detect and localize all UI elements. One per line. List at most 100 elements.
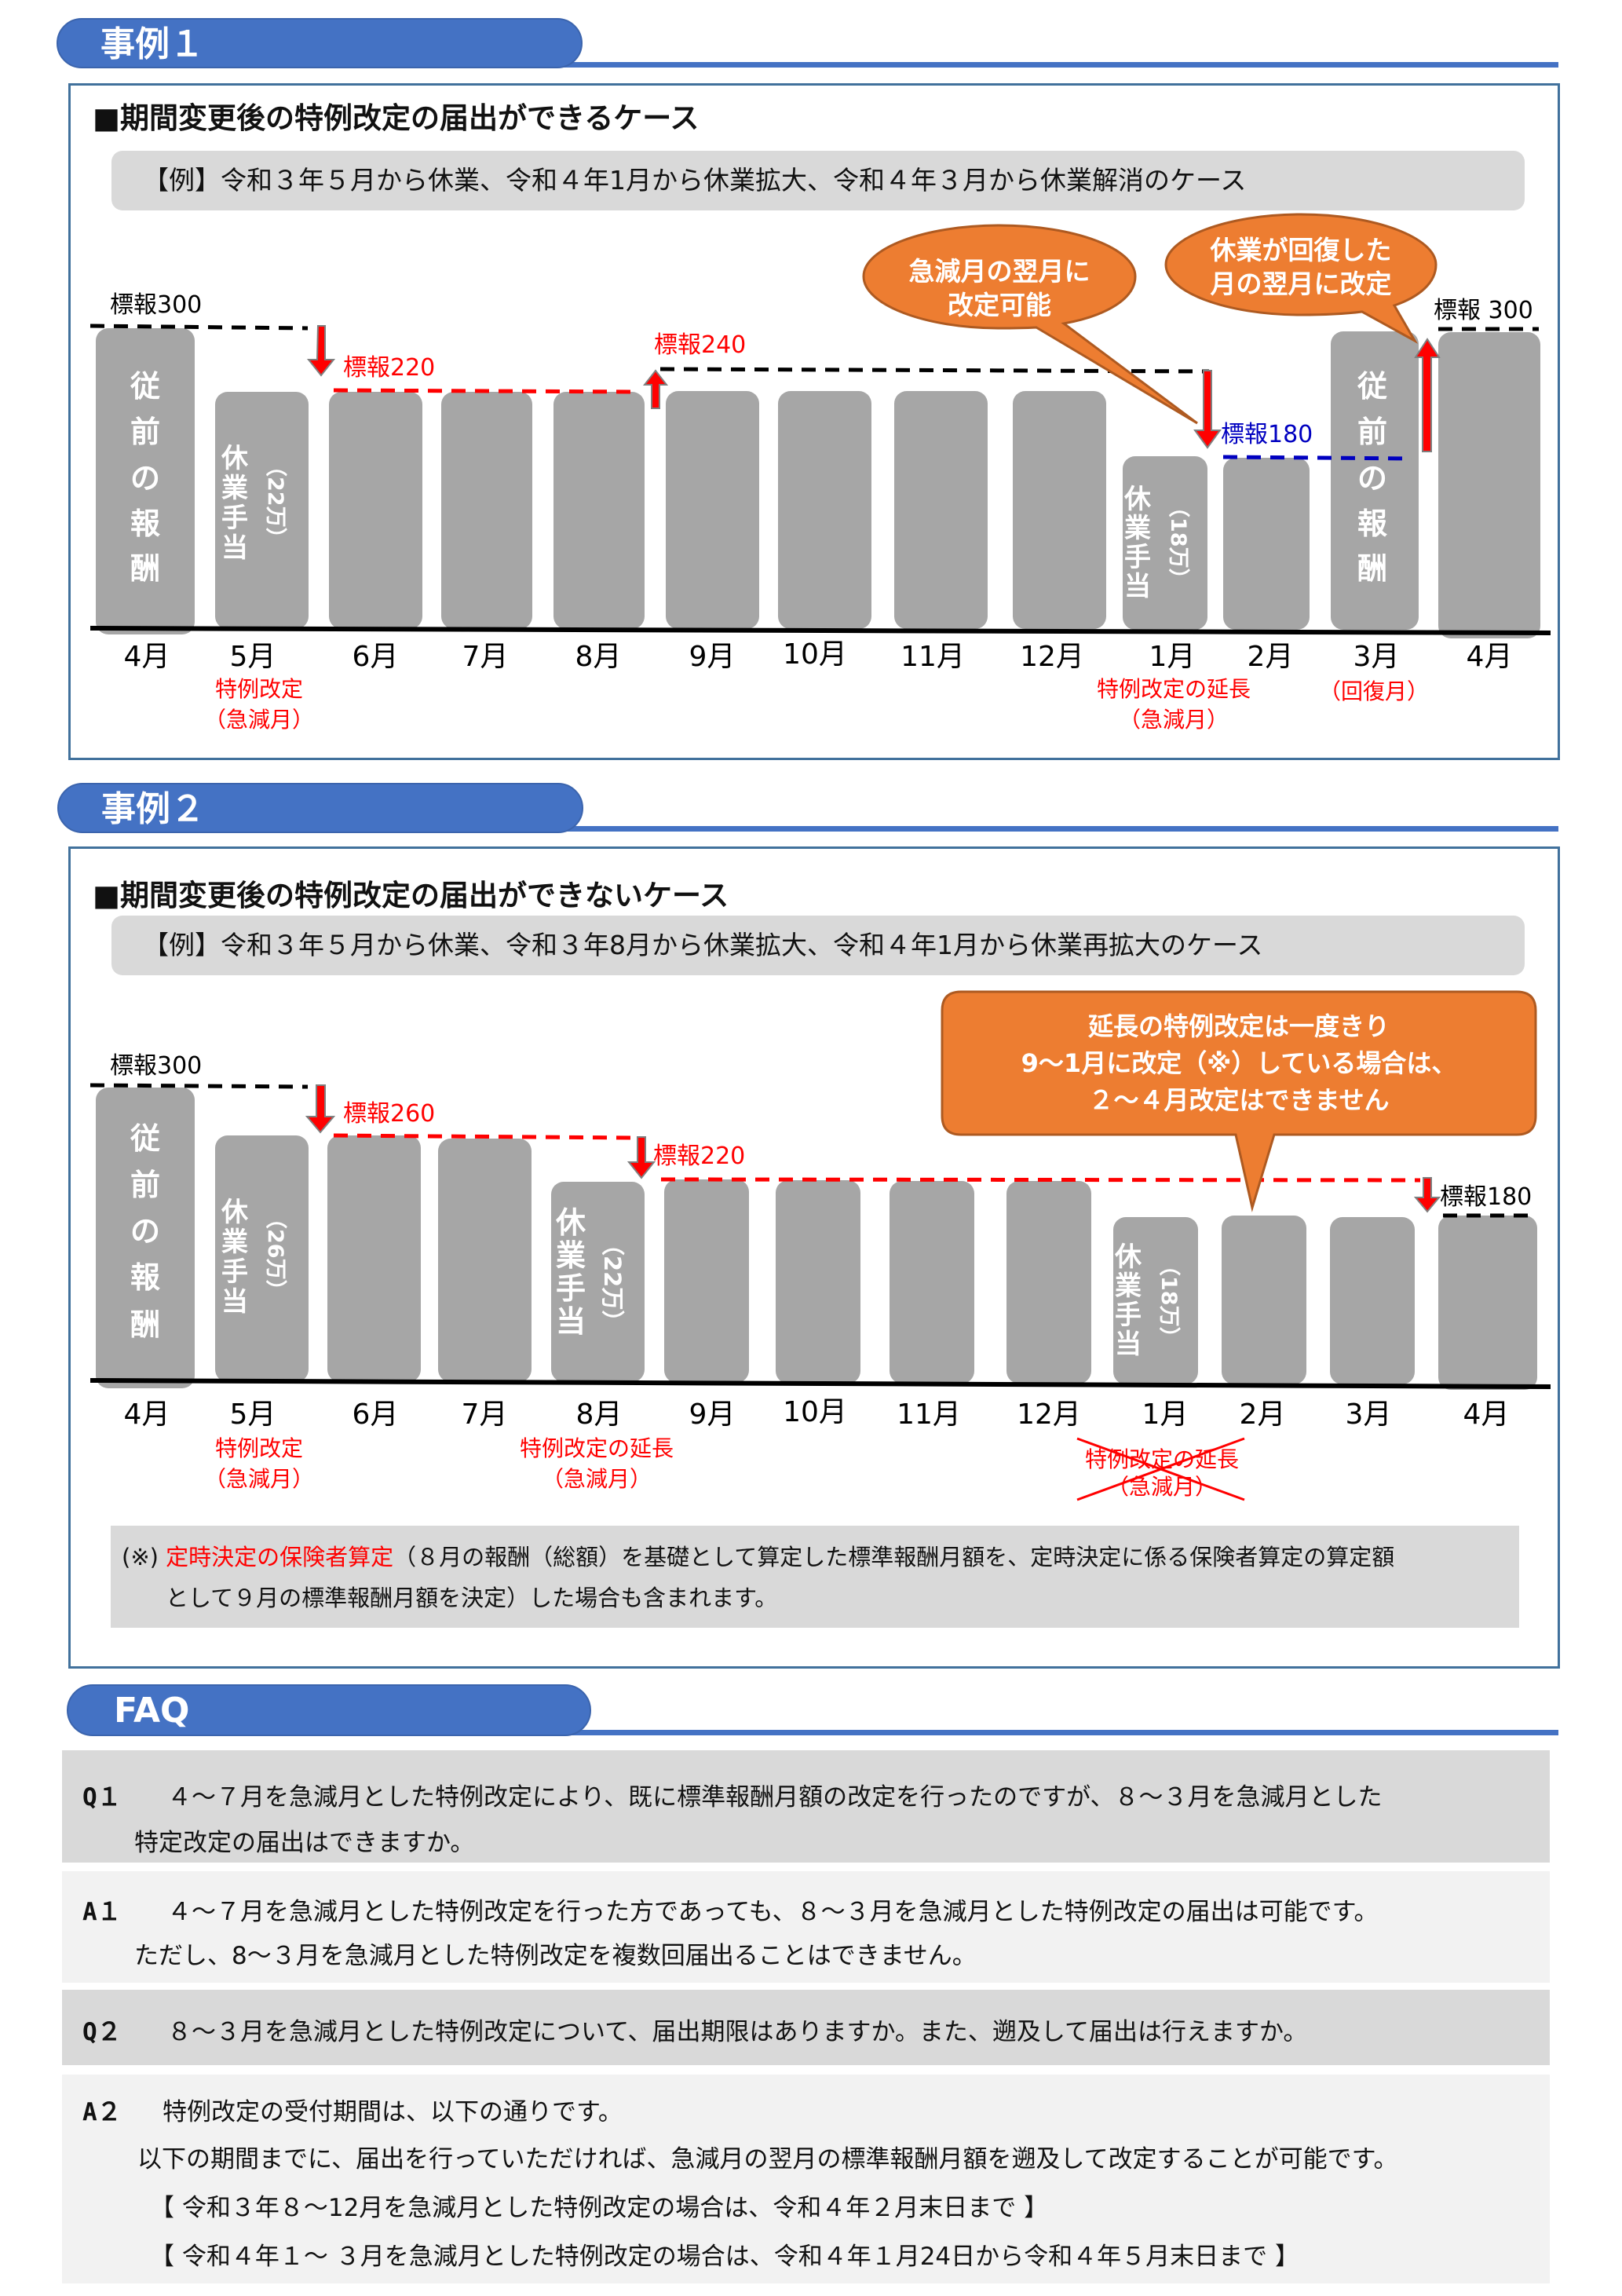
case1-arrow-down-may xyxy=(306,325,336,377)
case1-bar-nov xyxy=(894,391,988,629)
faq-a2-line2: 以下の期間までに、届出を行っていただければ、急減月の翌月の標準報酬月額を遡及して… xyxy=(137,2145,1398,2174)
case2-arrow-down-aug xyxy=(627,1136,656,1179)
case2-may-amount: （26万） xyxy=(263,1208,287,1301)
case1-allowance-char: 手 xyxy=(1124,542,1151,573)
case1-arrow-down-feb xyxy=(1193,370,1222,449)
case2-month-label: 2月 xyxy=(1240,1398,1286,1431)
faq-a2-line4: 【 令和４年１～ ３月を急減月とした特例改定の場合は、令和４年１月24日から令和… xyxy=(150,2243,1300,2271)
case2-arrow-down-may xyxy=(305,1084,336,1134)
case1-month-label: 4月 xyxy=(124,641,170,673)
case2-bar-feb xyxy=(1222,1216,1306,1384)
faq-a2-line3: 【 令和３年８～12月を急減月とした特例改定の場合は、令和４年２月末日まで 】 xyxy=(150,2194,1049,2222)
case1-prior-pay-char: 酬 xyxy=(1357,551,1387,586)
case2-month-label: 12月 xyxy=(1017,1398,1081,1431)
case2-allowance-char: 業 xyxy=(1115,1270,1142,1302)
case1-header: 事例１ xyxy=(57,18,583,68)
case1-callout-1-line2: 改定可能 xyxy=(948,290,1051,320)
case2-sublabel-aug-2: （急減月） xyxy=(542,1466,652,1492)
case1-prior-pay-char: 報 xyxy=(130,506,160,541)
case2-header: 事例２ xyxy=(57,783,583,833)
faq-q2-label: Q２ xyxy=(82,2018,122,2046)
case2-allowance-char: 休 xyxy=(221,1197,249,1228)
case1-sublabel-jan-2: （急減月） xyxy=(1119,707,1229,733)
faq-header-rule xyxy=(550,1730,1558,1735)
case1-month-label: 8月 xyxy=(575,641,622,673)
case2-strikethrough-cross xyxy=(1076,1437,1245,1501)
case1-line-180 xyxy=(1222,455,1412,461)
case1-month-label: 9月 xyxy=(689,641,736,673)
case2-diagram: 延長の特例改定は一度きり 9～1月に改定（※）している場合は、 ２～４月改定はで… xyxy=(90,990,1551,1501)
case2-month-label: 3月 xyxy=(1346,1398,1392,1431)
faq-a2-line1: 特例改定の受付期間は、以下の通りです。 xyxy=(163,2098,623,2126)
case1-label-220: 標報220 xyxy=(343,354,435,382)
case2-prior-pay-char: の xyxy=(130,1214,160,1249)
case2-bar-jan xyxy=(1113,1217,1198,1384)
case2-prior-pay-text: 従 前 の 報 酬 xyxy=(130,1121,160,1342)
case2-callout-line3: ２～４月改定はできません xyxy=(1088,1085,1389,1115)
case1-title: ■期間変更後の特例改定の届出ができるケース xyxy=(93,101,700,135)
case1-label-180: 標報180 xyxy=(1221,421,1313,448)
case2-month-label: 10月 xyxy=(783,1396,847,1428)
case2-title: ■期間変更後の特例改定の届出ができないケース xyxy=(93,879,729,912)
case1-allowance-text-may: 休 業 手 当 xyxy=(221,443,249,564)
case1-bar-mar xyxy=(1331,331,1419,630)
case2-allowance-char: 休 xyxy=(1114,1241,1142,1273)
faq-a1-label: A１ xyxy=(82,1898,122,1926)
case2-label-180: 標報180 xyxy=(1440,1183,1532,1211)
case2-bar-mar xyxy=(1330,1217,1415,1384)
case1-line-300 xyxy=(90,324,309,331)
case2-label-300: 標報300 xyxy=(110,1052,202,1080)
case2-bar-nov xyxy=(890,1181,974,1384)
case1-month-axis: 4月 5月 6月 7月 8月 9月 10月 11月 12月 1月 2月 3月 4… xyxy=(124,638,1513,673)
faq-header-label: FAQ xyxy=(114,1691,190,1731)
case1-prior-pay-text: 従 前 の 報 酬 xyxy=(130,369,160,586)
footnote-line1: (※) 定時決定の保険者算定（８月の報酬（総額）を基礎として算定した標準報酬月額… xyxy=(122,1534,1394,1581)
case2-prior-pay-char: 前 xyxy=(130,1168,160,1202)
case1-arrow-up-apr xyxy=(1414,338,1441,452)
case2-bar-oct xyxy=(776,1180,860,1384)
footnote-highlight: 定時決定の保険者算定 xyxy=(166,1544,394,1570)
faq-a1: A１ ４～７月を急減月とした特例改定を行った方であっても、８～３月を急減月とした… xyxy=(62,1871,1550,1983)
case1-may-amount: （22万） xyxy=(263,455,287,549)
case1-prior-pay-char: の xyxy=(130,461,160,495)
case2-bar-dec xyxy=(1006,1181,1091,1384)
case2-sublabel-jan-2: （急減月） xyxy=(1107,1474,1217,1500)
case2-allowance-char: 手 xyxy=(221,1256,248,1288)
case2-allowance-char: 当 xyxy=(556,1304,586,1339)
case2-month-label: 4月 xyxy=(1463,1398,1510,1431)
case2-bar-apr2 xyxy=(1438,1216,1537,1390)
case1-month-label: 12月 xyxy=(1020,641,1084,673)
case2-allowance-text-aug: 休 業 手 当 xyxy=(555,1205,586,1339)
case2-allowance-text-may: 休 業 手 当 xyxy=(221,1197,249,1318)
case2-sublabel-may-2: （急減月） xyxy=(204,1466,314,1492)
faq-q1: Q１ ４～７月を急減月とした特例改定により、既に標準報酬月額の改定を行ったのです… xyxy=(62,1750,1550,1863)
case1-bar-oct xyxy=(778,391,871,629)
faq-q2-line1: ８～３月を急減月とした特例改定について、届出期限はありますか。また、遡及して届出… xyxy=(167,2018,1308,2046)
case2-prior-pay-char: 酬 xyxy=(130,1307,160,1342)
case1-bar-jun xyxy=(329,392,422,629)
case2-line-300 xyxy=(90,1083,309,1089)
case2-allowance-char: 業 xyxy=(221,1227,248,1258)
case1-month-label: 11月 xyxy=(901,641,965,673)
case2-month-label: 7月 xyxy=(462,1398,508,1431)
case1-callout-2-line2: 月の翌月に改定 xyxy=(1211,269,1392,299)
case2-allowance-char: 当 xyxy=(221,1286,248,1318)
case1-sublabel-mar-1: （回復月） xyxy=(1319,678,1429,704)
case1-bar-dec xyxy=(1013,391,1106,629)
case2-allowance-text-jan: 休 業 手 当 xyxy=(1114,1241,1142,1360)
case2-header-label: 事例２ xyxy=(101,789,205,829)
case1-line-220 xyxy=(333,388,638,394)
case2-bar-jun xyxy=(327,1135,421,1382)
case1-prior-pay-text-mar: 従 前 の 報 酬 xyxy=(1357,369,1387,586)
case1-baseline xyxy=(90,626,1551,635)
case1-jan-amount: （18万） xyxy=(1166,496,1190,590)
case2-footnote: (※) 定時決定の保険者算定（８月の報酬（総額）を基礎として算定した標準報酬月額… xyxy=(111,1526,1519,1628)
case1-month-label: 3月 xyxy=(1353,641,1400,673)
case1-callout-1-line1: 急減月の翌月に xyxy=(909,256,1090,287)
case1-month-label: 6月 xyxy=(353,641,399,673)
case1-allowance-char: 業 xyxy=(221,473,248,504)
case2-sublabel-aug-1: 特例改定の延長 xyxy=(520,1435,674,1461)
faq-a1-line2: ただし、8～３月を急減月とした特例改定を複数回届出ることはできません。 xyxy=(134,1942,977,1970)
case2-arrow-down-apr xyxy=(1413,1177,1441,1213)
faq-q1-line2: 特定改定の届出はできますか。 xyxy=(134,1829,475,1857)
